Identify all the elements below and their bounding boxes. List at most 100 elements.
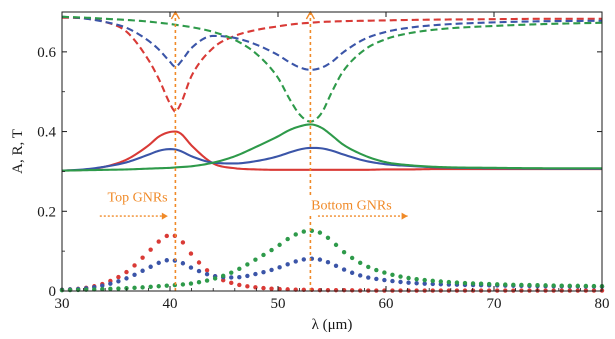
series-t-8-point [575,283,581,289]
series-t-7-point [414,281,419,286]
series-t-8-point [188,281,194,286]
series-t-7-point [148,264,153,269]
series-t-8-point [454,280,460,285]
series-t-7-point [116,279,121,284]
series-t-8-point [67,287,73,293]
series-t-7-point [301,257,306,262]
series-t-8-point [269,247,274,253]
series-t-6-point [132,263,137,268]
series-t-7-point [237,275,242,280]
series-t-8-point [462,280,468,286]
series-t-8-point [285,236,290,242]
series-t-6-point [220,278,226,283]
series-t-8-point [277,242,282,248]
series-t-8-point [100,286,105,292]
series-t-6-point [261,285,266,291]
series-t-8-point [486,281,492,287]
series-t-8-point [503,282,508,287]
x-tick-label: 80 [595,296,610,312]
series-t-7-point [293,259,298,264]
series-t-8-point [245,262,250,267]
annotation-label: Bottom GNRs [311,198,392,213]
series-r-0-line [61,16,602,113]
series-t-7-point [124,276,129,281]
x-tick-label: 60 [379,296,394,312]
series-t-7-point [196,268,202,274]
series-t-7-point [108,281,113,286]
series-t-8-point [422,277,427,283]
series-t-6-point [164,233,169,239]
y-tick-label: 0.2 [37,204,56,220]
series-t-8-point [535,283,540,288]
series-t-6-point [124,269,129,275]
series-t-8-point [196,280,202,285]
series-t-7-point [285,262,290,267]
series-t-8-point [446,279,452,285]
series-t-8-point [390,272,395,277]
series-t-6-point [269,286,274,291]
series-t-8-point [293,232,298,237]
series-t-6-point [180,240,186,245]
y-axis-label: A, R, T [10,129,26,174]
series-t-8-point [366,264,371,270]
series-t-7-point [333,263,339,268]
series-t-6-point [325,288,331,293]
annotation-background [308,196,395,214]
series-t-6-point [196,260,202,265]
series-t-8-point [559,283,564,288]
y-tick-label: 0 [49,284,57,300]
series-t-7-point [398,279,403,285]
series-r-1-line [61,15,603,71]
series-t-6-point [140,255,145,260]
series-t-8-point [478,281,484,286]
series-t-8-point [116,286,121,291]
series-t-8-point [495,282,500,287]
series-t-7-point [140,268,145,273]
series-t-8-point [212,276,218,281]
series-t-6-point [116,274,121,280]
series-t-8-point [543,283,548,288]
series-t-7-point [100,283,105,288]
x-tick-label: 30 [55,296,70,312]
series-t-6-point [237,282,242,288]
series-t-8-point [261,252,266,258]
series-t-7-point [269,267,274,273]
annotation-0: Top GNRs [99,188,170,220]
annotation-1: Bottom GNRs [308,196,408,220]
series-t-8-point [398,274,403,279]
series-t-8-point [220,273,226,279]
series-t-8-point [301,229,306,234]
series-t-8-point [164,283,169,288]
series-t-8-point [511,282,516,287]
annotation-background [105,188,170,206]
series-t-7-point [374,276,379,282]
series-t-7-point [422,281,427,286]
series-t-7-point [188,265,194,270]
series-t-8-point [406,275,411,281]
series-t-8-point [358,260,363,266]
series-t-7-point [390,278,395,284]
x-tick-label: 40 [163,296,178,312]
series-t-8-point [317,230,323,235]
series-t-7-point [164,258,169,263]
series-t-8-point [132,285,137,291]
series-t-6-point [333,288,339,293]
series-t-8-point [156,284,161,289]
x-tick-label: 50 [271,296,286,312]
series-a-5-line [61,123,602,172]
series-t-8-point [430,278,435,284]
series-t-8-point [414,276,419,282]
series-t-8-point [333,242,339,248]
series-t-8-point [204,278,210,283]
series-t-7-point [245,273,250,279]
series-t-7-point [253,271,258,277]
series-t-8-point [470,281,476,286]
series-t-8-point [229,270,234,275]
x-tick-label: 70 [487,296,502,312]
series-t-7-point [180,261,186,266]
series-t-8-point [438,279,444,284]
y-tick-label: 0.6 [37,45,56,61]
series-t-6-point [156,239,161,244]
series-t-7-point [382,277,387,283]
